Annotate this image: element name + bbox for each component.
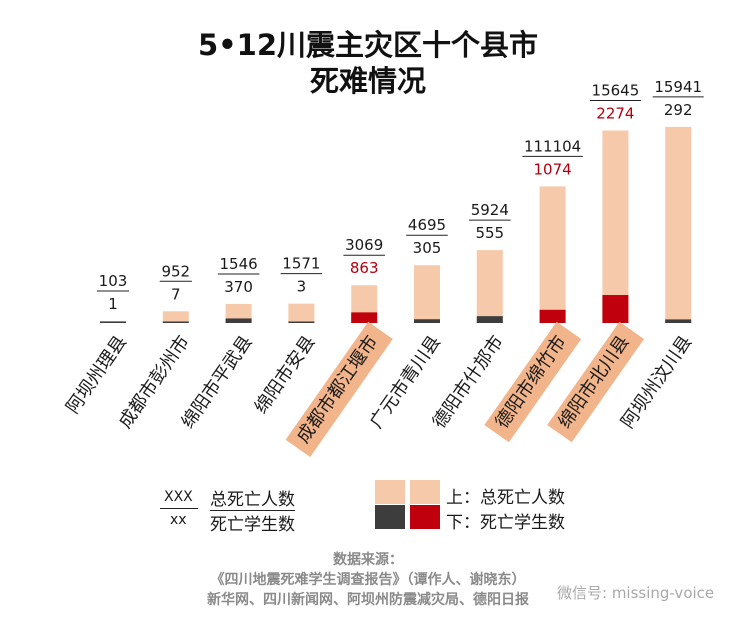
student-label-2: 370 bbox=[224, 278, 253, 296]
legend-swatch-total-2 bbox=[410, 480, 440, 504]
legend-student-text: 死亡学生数 bbox=[210, 515, 295, 535]
student-label-6: 555 bbox=[475, 224, 504, 242]
student-label-3: 3 bbox=[297, 278, 307, 296]
bar-total-7 bbox=[539, 186, 566, 323]
bar-student-9 bbox=[665, 319, 692, 323]
legend-upper-text: 上：总死亡人数 bbox=[446, 488, 565, 508]
watermark: 微信号: missing-voice bbox=[557, 584, 715, 602]
bar-student-8 bbox=[602, 295, 629, 323]
category-label-0: 阿坝州理县 bbox=[62, 332, 131, 418]
source-line2: 新华网、四川新闻网、阿坝州防震减灾局、德阳日报 bbox=[207, 592, 529, 608]
bar-total-3 bbox=[288, 303, 315, 323]
total-label-3: 1571 bbox=[282, 255, 320, 273]
category-highlight-8 bbox=[547, 321, 644, 443]
legend-swatch-total-1 bbox=[375, 480, 405, 504]
bar-student-3 bbox=[288, 321, 315, 323]
bar-student-6 bbox=[476, 316, 503, 323]
category-3: 绵阳市安县 bbox=[251, 332, 320, 418]
bar-total-6 bbox=[476, 250, 503, 323]
category-highlight-7 bbox=[484, 321, 582, 443]
total-label-8: 15645 bbox=[592, 82, 640, 100]
source-line1: 《四川地震死难学生调查报告》（谭作人、谢晓东） bbox=[210, 572, 526, 588]
category-highlight-4 bbox=[285, 321, 393, 457]
bar-student-5 bbox=[414, 319, 440, 323]
legend-total-text: 总死亡人数 bbox=[210, 485, 295, 511]
bar-total-1 bbox=[162, 311, 189, 323]
category-0: 阿坝州理县 bbox=[62, 332, 131, 418]
student-label-9: 292 bbox=[664, 101, 693, 119]
student-label-7: 1074 bbox=[534, 160, 572, 178]
legend-swatch-student-red bbox=[410, 505, 440, 529]
bar-total-5 bbox=[414, 265, 440, 323]
student-label-5: 305 bbox=[413, 239, 442, 257]
total-label-4: 3069 bbox=[345, 236, 383, 254]
legend-total-symbol: XXX bbox=[164, 489, 193, 505]
bar-student-4 bbox=[351, 312, 378, 323]
total-label-1: 952 bbox=[161, 262, 190, 280]
total-label-2: 1546 bbox=[220, 255, 258, 273]
bar-student-7 bbox=[539, 309, 566, 323]
chart-title-line2: 死难情况 bbox=[309, 64, 426, 98]
total-label-0: 103 bbox=[99, 272, 128, 290]
bar-total-9 bbox=[665, 126, 692, 323]
student-label-4: 863 bbox=[350, 259, 379, 277]
bar-student-2 bbox=[225, 318, 252, 323]
legend-symbol-divider bbox=[160, 508, 198, 509]
student-label-8: 2274 bbox=[596, 105, 634, 123]
bar-total-2 bbox=[225, 303, 252, 323]
legend-student-symbol: xx bbox=[170, 512, 187, 528]
legend-swatch-student-dark bbox=[375, 505, 405, 529]
chart-title-line1: 5•12川震主灾区十个县市 bbox=[197, 28, 539, 62]
student-label-0: 1 bbox=[108, 295, 118, 313]
total-label-6: 5924 bbox=[471, 201, 509, 219]
legend-lower-text: 下：死亡学生数 bbox=[446, 513, 565, 533]
student-label-1: 7 bbox=[171, 285, 181, 303]
source-heading: 数据来源： bbox=[333, 552, 403, 568]
bar-total-8 bbox=[602, 130, 629, 323]
category-label-3: 绵阳市安县 bbox=[251, 332, 320, 418]
bar-student-0 bbox=[100, 321, 126, 323]
total-label-9: 15941 bbox=[654, 78, 702, 96]
total-label-5: 4695 bbox=[408, 216, 446, 234]
total-label-7: 111104 bbox=[524, 137, 581, 155]
bar-student-1 bbox=[162, 321, 189, 323]
